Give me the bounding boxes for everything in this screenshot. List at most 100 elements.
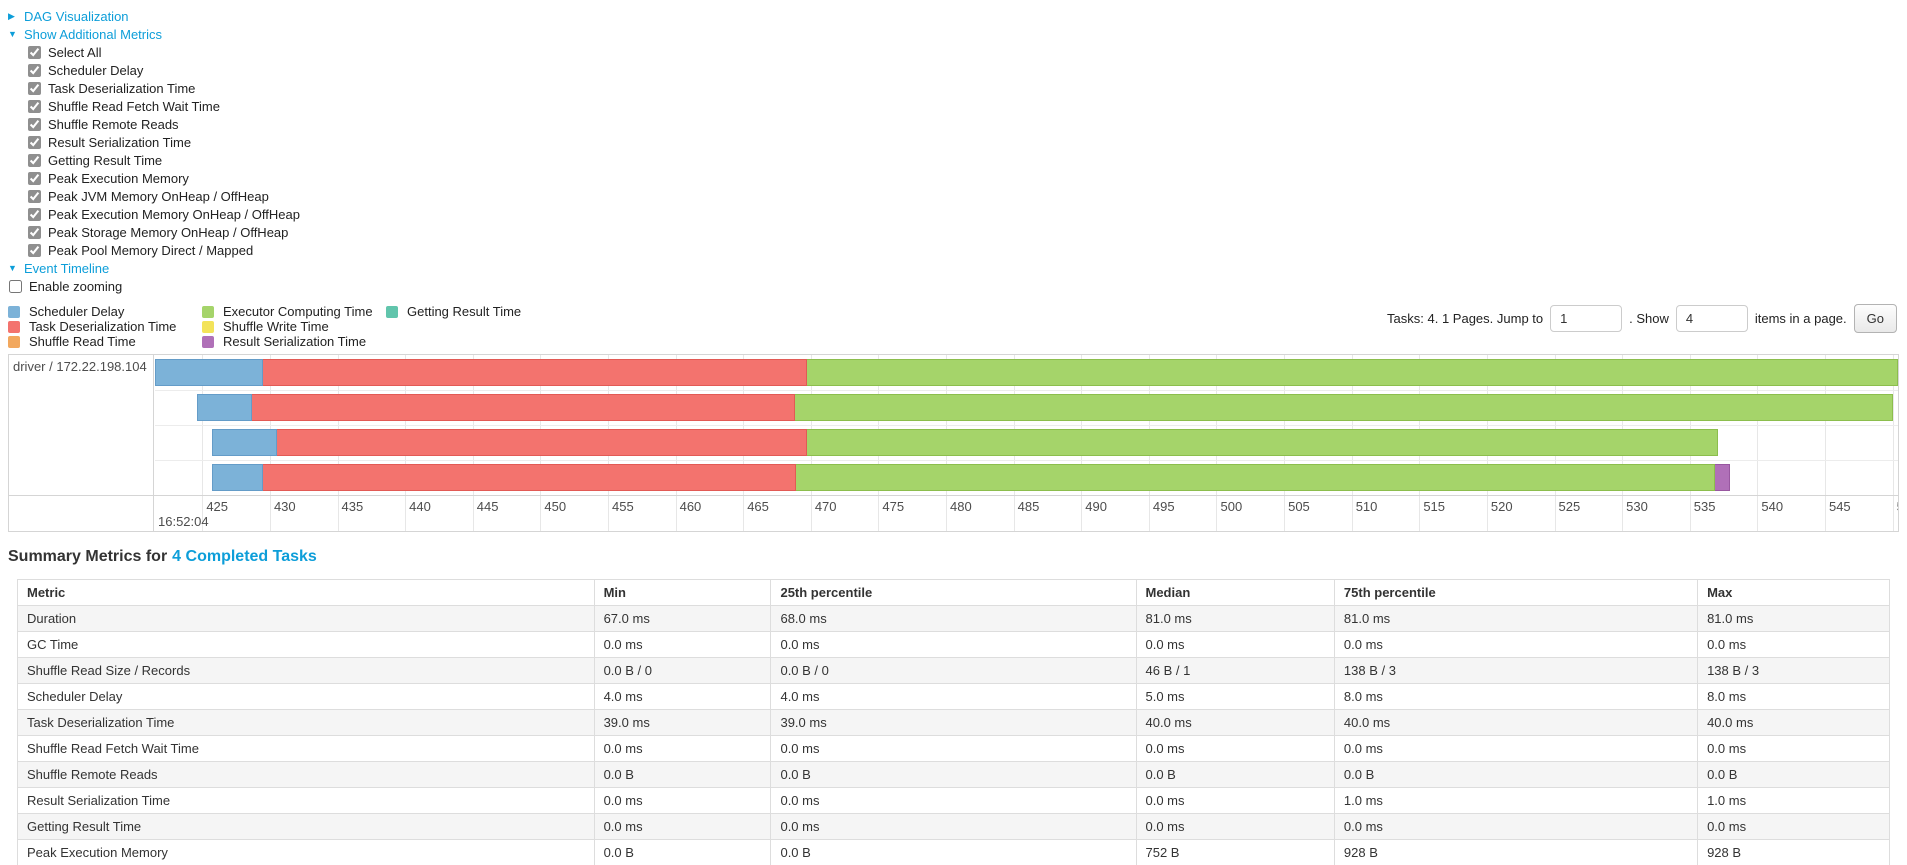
column-header: Min [593, 579, 772, 606]
axis-tick-label: 545 [1828, 499, 1851, 514]
table-row: Shuffle Remote Reads 0.0 B 0.0 B 0.0 B 0.0 B… [17, 761, 1890, 788]
enable-zooming-checkbox[interactable] [9, 279, 22, 293]
value-cell: 0.0 B / 0 [770, 657, 1137, 684]
task-bar[interactable] [211, 464, 1731, 491]
value-cell: 0.0 ms [593, 813, 772, 840]
table-row: Scheduler Delay 4.0 ms 4.0 ms 5.0 ms 8.0 ms 8… [17, 683, 1890, 710]
event-timeline-toggle[interactable]: ▼ Event Timeline [8, 259, 109, 277]
getting-result-swatch-icon [386, 305, 398, 318]
metric-cell: Shuffle Read Fetch Wait Time [17, 735, 595, 762]
metric-checkbox-item[interactable]: Shuffle Read Fetch Wait Time [28, 97, 220, 115]
completed-tasks-link[interactable]: 4 Completed Tasks [172, 548, 317, 565]
metric-checkbox-item[interactable]: Scheduler Delay [28, 61, 143, 79]
value-cell: 39.0 ms [593, 709, 772, 736]
metric-checkbox[interactable] [28, 99, 41, 113]
event-timeline-chart: driver / 172.22.198.104 425 430 435 440 445 4… [8, 354, 1899, 532]
legend-column: Scheduler Delay Task Deserialization Time… [8, 304, 202, 349]
table-row: Result Serialization Time 0.0 ms 0.0 ms 0.0… [17, 787, 1890, 814]
metric-checkbox-item[interactable]: Peak Execution Memory OnHeap / OffHeap [28, 205, 300, 223]
table-header-row: Metric Min 25th percentile Median 75th perce… [17, 579, 1890, 606]
task-bar[interactable] [211, 429, 1719, 456]
value-cell: 0.0 ms [1333, 631, 1699, 658]
axis-tick-label: 520 [1490, 499, 1513, 514]
metric-checkbox[interactable] [28, 135, 41, 149]
controls-section: ▶ DAG Visualization ▼ Show Additional Me… [0, 0, 1907, 295]
metric-checkbox-item[interactable]: Getting Result Time [28, 151, 162, 169]
enable-zooming-option[interactable]: Enable zooming [9, 277, 122, 295]
metric-checkbox[interactable] [28, 243, 41, 257]
legend-item: Result Serialization Time [202, 334, 386, 349]
metric-checkbox-item[interactable]: Peak JVM Memory OnHeap / OffHeap [28, 187, 269, 205]
metric-checkbox-item[interactable]: Select All [28, 43, 101, 61]
axis-tick-label: 550 [1897, 499, 1898, 514]
metric-cell: GC Time [17, 631, 595, 658]
value-cell: 0.0 ms [1333, 735, 1699, 762]
metric-checkbox[interactable] [28, 225, 41, 239]
value-cell: 0.0 B [770, 761, 1137, 788]
task-bar[interactable] [196, 394, 1893, 421]
show-additional-metrics-toggle[interactable]: ▼ Show Additional Metrics [8, 25, 162, 43]
legend-label: Shuffle Read Time [29, 334, 136, 349]
value-cell: 68.0 ms [770, 605, 1137, 632]
axis-tick-label: 540 [1761, 499, 1784, 514]
items-per-page-input[interactable] [1675, 305, 1748, 332]
value-cell: 928 B [1333, 839, 1699, 865]
gridline [1892, 355, 1894, 531]
metric-checkbox[interactable] [28, 117, 41, 131]
metric-checkbox[interactable] [28, 45, 41, 59]
pagination-items-text: items in a page. [1754, 311, 1847, 326]
executor-computing-swatch-icon [202, 305, 214, 318]
gridline [1757, 355, 1759, 531]
pagination-show-text: . Show [1629, 311, 1669, 326]
legend-label: Result Serialization Time [223, 334, 367, 349]
value-cell: 40.0 ms [1697, 709, 1890, 736]
jump-to-page-input[interactable] [1550, 305, 1623, 332]
go-button[interactable]: Go [1853, 304, 1897, 333]
value-cell: 0.0 B [770, 839, 1137, 865]
value-cell: 0.0 ms [770, 631, 1137, 658]
lane-separator [155, 460, 1898, 461]
summary-metrics-table: Metric Min 25th percentile Median 75th perce… [17, 579, 1890, 865]
metric-checkbox-label: Select All [48, 44, 102, 60]
axis-tick-label: 480 [950, 499, 972, 514]
value-cell: 1.0 ms [1333, 787, 1699, 814]
value-cell: 8.0 ms [1697, 683, 1890, 710]
metric-checkbox-label: Result Serialization Time [48, 134, 192, 150]
metric-checkbox[interactable] [28, 171, 41, 185]
value-cell: 0.0 ms [1697, 631, 1890, 658]
metric-checkbox-item[interactable]: Peak Execution Memory [28, 169, 189, 187]
value-cell: 0.0 ms [770, 735, 1137, 762]
legend-item: Shuffle Read Time [8, 334, 202, 349]
metric-checkbox[interactable] [28, 153, 41, 167]
metric-checkbox[interactable] [28, 81, 41, 95]
task-deserialization-segment [263, 359, 807, 386]
table-row: Shuffle Read Size / Records 0.0 B / 0 0.0 … [17, 657, 1890, 684]
lane-separator [155, 425, 1898, 426]
metric-checkbox-item[interactable]: Result Serialization Time [28, 133, 191, 151]
value-cell: 5.0 ms [1135, 683, 1335, 710]
metric-checkbox-item[interactable]: Shuffle Remote Reads [28, 115, 179, 133]
metric-checkbox[interactable] [28, 63, 41, 77]
axis-tick-label: 515 [1423, 499, 1446, 514]
task-bar[interactable] [155, 359, 1898, 386]
metric-checkbox-item[interactable]: Peak Pool Memory Direct / Mapped [28, 241, 253, 259]
column-header: 75th percentile [1333, 579, 1699, 606]
metric-checkbox-item[interactable]: Task Deserialization Time [28, 79, 195, 97]
axis-tick-label: 505 [1288, 499, 1310, 514]
pagination-tasks-text: Tasks: 4. 1 Pages. Jump to [1387, 311, 1544, 326]
legend-column: Executor Computing Time Shuffle Write Tim… [202, 304, 386, 349]
metric-checkbox-label: Peak Execution Memory OnHeap / OffHeap [48, 206, 300, 222]
value-cell: 138 B / 3 [1333, 657, 1699, 684]
metric-checkbox[interactable] [28, 207, 41, 221]
metric-checkbox-item[interactable]: Peak Storage Memory OnHeap / OffHeap [28, 223, 288, 241]
value-cell: 40.0 ms [1333, 709, 1699, 736]
event-timeline-label: Event Timeline [24, 260, 110, 276]
metric-checkbox[interactable] [28, 189, 41, 203]
axis-tick-label: 485 [1017, 499, 1040, 514]
dag-visualization-toggle[interactable]: ▶ DAG Visualization [8, 7, 129, 25]
axis-tick-label: 445 [476, 499, 499, 514]
summary-title-text: Summary Metrics for [8, 548, 168, 565]
task-pagination: Tasks: 4. 1 Pages. Jump to . Show items … [1387, 304, 1897, 333]
metric-cell: Task Deserialization Time [17, 709, 595, 736]
